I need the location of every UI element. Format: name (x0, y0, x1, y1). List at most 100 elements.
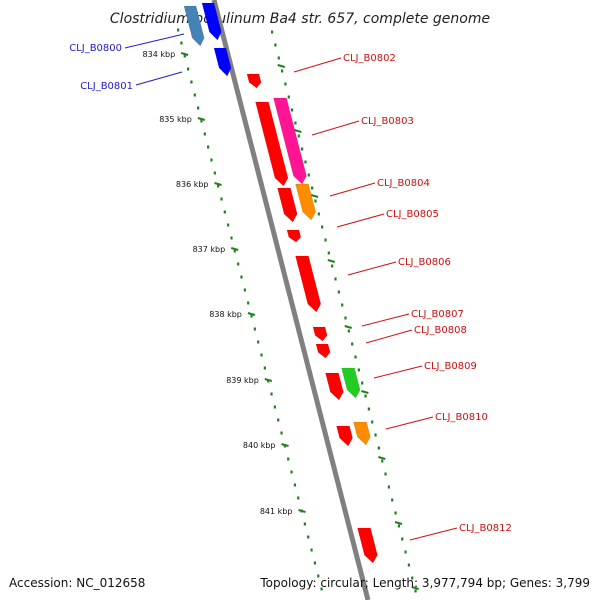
gene-label: CLJ_B0812 (459, 523, 512, 534)
minor-tick (407, 563, 411, 567)
scale-label: 839 kbp (226, 376, 259, 385)
scale-label: 835 kbp (159, 115, 192, 124)
minor-tick (287, 95, 290, 99)
minor-tick (341, 303, 344, 307)
minor-tick (243, 288, 246, 292)
minor-tick (250, 314, 253, 318)
minor-tick (331, 264, 334, 268)
minor-tick (274, 43, 277, 47)
minor-tick (327, 251, 330, 255)
minor-tick (351, 342, 354, 346)
minor-tick (267, 379, 270, 383)
minor-tick (284, 82, 287, 86)
gene-label: CLJ_B0804 (377, 178, 430, 189)
minor-tick (391, 498, 394, 502)
minor-tick (361, 381, 364, 385)
gene-CLJ_B0808 (315, 343, 331, 359)
minor-tick (237, 262, 240, 266)
major-tick (281, 443, 289, 447)
minor-tick (311, 186, 314, 190)
major-tick (310, 194, 319, 198)
scale-label: 837 kbp (193, 245, 226, 254)
minor-tick (317, 574, 320, 578)
minor-tick (307, 535, 310, 539)
minor-tick (193, 93, 196, 97)
minor-tick (411, 576, 414, 580)
major-tick (197, 117, 206, 121)
minor-tick (200, 119, 203, 123)
minor-tick (404, 550, 407, 554)
gene-CLJ_B0803 (273, 97, 307, 185)
gene-label: CLJ_B0805 (386, 209, 439, 220)
minor-tick (354, 355, 357, 359)
minor-tick (271, 30, 274, 34)
major-tick (294, 129, 302, 133)
minor-tick (283, 444, 286, 448)
label-leaders (124, 33, 458, 541)
major-tick (180, 52, 189, 56)
major-tick (214, 182, 222, 186)
gene-CLJ_B0800 (183, 5, 205, 47)
label-leader (293, 57, 342, 73)
minor-tick (324, 238, 327, 242)
minor-tick (177, 28, 180, 32)
minor-tick (321, 225, 324, 229)
gene-label: CLJ_B0809 (424, 361, 477, 372)
gene-CLJ_B0810 (353, 421, 371, 446)
gene-CLJ_B0802 (246, 73, 262, 89)
minor-tick (371, 420, 374, 424)
gene-label: CLJ_B0810 (435, 412, 488, 423)
minor-tick (240, 275, 243, 279)
minor-tick (263, 366, 266, 370)
major-tick (298, 509, 306, 513)
gene-label: CLJ_B0803 (361, 116, 414, 127)
scale-labels: 834 kbp 835 kbp 836 kbp 837 kbp 838 kbp 839 k… (143, 50, 293, 516)
gene-CLJ_B0801 (213, 47, 232, 77)
gene-CLJ_B0806 (295, 255, 322, 313)
minor-tick (290, 470, 293, 474)
minor-tick (223, 210, 226, 214)
gene-CLJ_B0809 (341, 367, 361, 399)
gene-label: CLJ_B0806 (398, 257, 451, 268)
label-leader (336, 213, 385, 228)
minor-tick (197, 106, 200, 110)
label-leader (385, 416, 434, 430)
minor-tick (233, 249, 236, 253)
gene-CLJ_B0810a (336, 425, 353, 447)
minor-tick (187, 67, 190, 71)
gene-CLJ_B0809a (325, 372, 344, 401)
label-leader (124, 33, 185, 49)
minor-tick (230, 236, 233, 240)
minor-tick (304, 160, 307, 164)
minor-tick (384, 472, 387, 476)
minor-tick (297, 496, 300, 500)
minor-tick (334, 277, 337, 281)
summary-text: Topology: circular; Length: 3,977,794 bp… (259, 576, 590, 590)
minor-tick (270, 392, 273, 396)
accession-text: Accession: NC_012658 (9, 576, 145, 590)
gene-labels: CLJ_B0800 CLJ_B0801 CLJ_B0802 CLJ_B0803 CLJ_… (69, 43, 512, 534)
minor-tick (273, 405, 276, 409)
minor-tick (294, 121, 297, 125)
minor-tick (394, 511, 397, 515)
minor-tick (367, 407, 370, 411)
minor-tick (203, 132, 206, 136)
minor-tick (247, 301, 250, 305)
minor-tick (357, 368, 360, 372)
scale-label: 836 kbp (176, 180, 209, 189)
gene-CLJ_B0803a (255, 101, 289, 187)
minor-tick (397, 524, 400, 528)
gene-label: CLJ_B0801 (80, 81, 133, 92)
minor-tick (180, 41, 183, 45)
minor-tick (401, 537, 404, 541)
minor-tick (253, 327, 256, 331)
gene-label: CLJ_B0802 (343, 53, 396, 64)
minor-tick (207, 145, 210, 149)
minor-tick (320, 587, 323, 591)
gene-CLJ_B0804a (277, 187, 298, 223)
minor-tick (377, 446, 380, 450)
major-tick (247, 312, 256, 316)
scale-label: 841 kbp (260, 507, 293, 516)
minor-tick (387, 485, 390, 489)
minor-tick (293, 483, 296, 487)
